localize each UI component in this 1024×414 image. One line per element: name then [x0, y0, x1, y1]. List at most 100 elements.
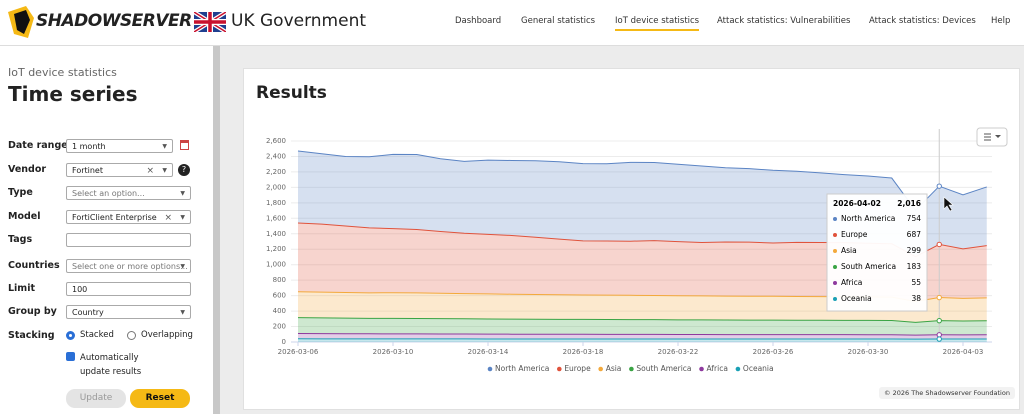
field-value: FortiClient Enterprise — [72, 213, 157, 222]
y-tick-label: 1,000 — [266, 261, 286, 269]
field-label: Tags — [8, 234, 33, 245]
tooltip-name: Africa — [841, 278, 862, 287]
legend-item[interactable]: South America — [629, 364, 692, 373]
hover-marker — [936, 294, 942, 301]
logo-icon — [8, 6, 34, 38]
field-value: Select one or more options... — [72, 262, 188, 271]
radio[interactable] — [127, 331, 136, 340]
legend-label: Africa — [707, 364, 728, 373]
hover-marker — [936, 332, 942, 338]
legend-label: Europe — [564, 364, 591, 373]
field-label: Group by — [8, 306, 57, 317]
chart-menu[interactable] — [976, 127, 1008, 147]
y-tick-label: 2,000 — [266, 183, 286, 191]
legend-label: Oceania — [743, 364, 774, 373]
radio[interactable] — [66, 331, 75, 340]
area-fill — [298, 317, 987, 336]
footer-credit: © 2026 The Shadowserver Foundation — [884, 389, 1010, 397]
field-value: Country — [72, 308, 104, 317]
tooltip-dot — [833, 265, 837, 269]
legend-label: Asia — [606, 364, 622, 373]
tooltip-name: Europe — [841, 230, 868, 239]
tooltip-value: 183 — [907, 262, 922, 271]
header: SHADOWSERVER UK Government Dashboard Gene… — [0, 0, 1024, 46]
nav-link[interactable]: IoT device statistics — [615, 16, 700, 31]
tooltip-value: 687 — [907, 230, 922, 239]
caret: ▼ — [180, 190, 185, 197]
field-value: 1 month — [72, 142, 106, 151]
select[interactable]: Country ▼ — [66, 305, 191, 319]
clear-icon[interactable]: × — [164, 213, 172, 223]
area-line — [297, 150, 987, 212]
y-tick-label: 600 — [273, 292, 286, 300]
radio-label: Stacked — [80, 330, 114, 340]
tooltip-value: 299 — [907, 246, 922, 255]
tooltip-date: 2026-04-02 — [833, 199, 881, 208]
tooltip-value: 754 — [907, 214, 922, 223]
select[interactable]: FortiClient Enterprise ▼ × — [66, 210, 191, 224]
area-fill — [298, 291, 987, 323]
tooltip-dot — [833, 217, 837, 221]
caret: ▼ — [180, 214, 185, 221]
hover-marker — [936, 183, 942, 189]
y-tick-label: 800 — [273, 276, 286, 284]
tooltip-dot — [833, 233, 837, 237]
text-input[interactable]: 100 — [66, 282, 191, 296]
help-icon[interactable]: ? — [178, 164, 190, 176]
radio-label: Overlapping — [141, 330, 193, 340]
checkbox-label: Automatically update results — [80, 353, 142, 377]
select[interactable]: 1 month ▼ — [66, 139, 173, 153]
nav-link[interactable]: Dashboard — [455, 16, 502, 26]
uk-flag — [194, 12, 226, 32]
field-value: Select an option... — [72, 189, 145, 198]
legend-item[interactable]: Africa — [699, 364, 728, 373]
tooltip-dot — [833, 249, 837, 253]
nav-link[interactable]: Attack statistics: Vulnerabilities — [717, 16, 851, 26]
legend-item[interactable]: Asia — [598, 364, 621, 373]
y-tick-label: 400 — [273, 307, 286, 315]
y-tick-label: 0 — [282, 338, 286, 346]
update-button[interactable]: Update — [66, 389, 126, 408]
hover-marker — [936, 336, 942, 342]
checkbox[interactable] — [66, 352, 75, 361]
y-tick-label: 2,200 — [266, 168, 286, 176]
y-tick-label: 1,400 — [266, 230, 286, 238]
caret: ▼ — [162, 143, 167, 150]
field-label: Countries — [8, 260, 60, 271]
tooltip-dot — [833, 297, 837, 301]
nav-link[interactable]: General statistics — [521, 16, 596, 26]
results-card: Results 0 200 400 600 800 1,000 1,200 1,400 1,60… — [243, 68, 1020, 410]
nav-link[interactable]: Attack statistics: Devices — [869, 16, 976, 26]
legend-dot — [699, 366, 704, 372]
area-fill — [298, 151, 987, 257]
select[interactable]: Select an option... ▼ — [66, 186, 191, 200]
legend-dot — [598, 366, 603, 372]
nav-link[interactable]: Help — [991, 16, 1011, 26]
x-tick-label: 2026-03-22 — [658, 348, 699, 356]
tooltip-name: Oceania — [841, 294, 872, 303]
tooltip-name: North America — [841, 214, 895, 223]
page-title: Time series — [8, 82, 138, 106]
partner-name: UK Government — [231, 11, 367, 31]
legend-dot — [557, 366, 562, 372]
x-tick-label: 2026-03-06 — [278, 348, 319, 356]
x-tick-label: 2026-03-10 — [373, 348, 414, 356]
calendar-icon[interactable] — [180, 140, 189, 150]
scrollbar[interactable] — [213, 46, 220, 414]
text-input[interactable] — [66, 233, 191, 247]
select[interactable]: Fortinet ▼ × — [66, 163, 173, 177]
area-fill — [298, 338, 987, 342]
menu-box — [976, 127, 1008, 147]
legend-item[interactable]: Europe — [557, 364, 591, 373]
legend-label: North America — [495, 364, 549, 373]
y-tick-label: 2,600 — [266, 137, 286, 145]
clear-icon[interactable]: × — [146, 166, 154, 176]
reset-button[interactable]: Reset — [130, 389, 190, 408]
field-label: Vendor — [8, 164, 47, 175]
field-label: Limit — [8, 283, 36, 294]
select[interactable]: Select one or more options... ▼ — [66, 259, 191, 273]
legend-item[interactable]: Oceania — [735, 364, 774, 373]
y-tick-label: 200 — [273, 323, 286, 331]
legend-item[interactable]: North America — [487, 364, 550, 373]
